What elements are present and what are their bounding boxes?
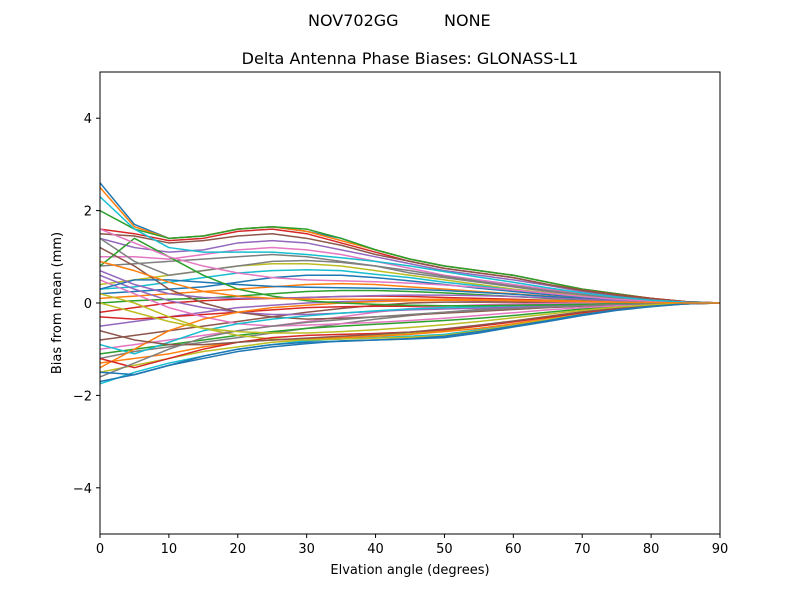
y-tick-label: −2	[73, 389, 92, 404]
series-line	[100, 182, 720, 304]
axes-layer: 0 10 20 30 40 50 60 70 80 90 −4 −2 0 2 4	[73, 71, 729, 557]
series-line	[100, 302, 720, 334]
series-line	[100, 302, 720, 376]
series-line	[100, 196, 720, 304]
x-tick-label: 10	[161, 542, 178, 557]
series-line	[100, 237, 720, 304]
x-tick-label: 30	[298, 542, 315, 557]
x-tick-label: 70	[574, 542, 591, 557]
y-tick-label: 2	[84, 205, 92, 220]
series-line	[100, 228, 720, 304]
series-line	[100, 187, 720, 304]
x-tick-label: 0	[96, 542, 104, 557]
suptitle-right: NONE	[444, 11, 491, 30]
series-line	[100, 302, 720, 346]
series-line	[100, 302, 720, 378]
y-tick-label: 0	[84, 297, 92, 312]
x-tick-label: 90	[712, 542, 729, 557]
series-line	[100, 302, 720, 360]
y-tick-label: 4	[84, 112, 92, 127]
x-tick-label: 60	[505, 542, 522, 557]
series-line	[100, 260, 720, 304]
y-tick-label: −4	[73, 482, 92, 497]
x-tick-label: 50	[436, 542, 453, 557]
x-axis-label: Elvation angle (degrees)	[330, 563, 489, 578]
series-line	[100, 237, 720, 304]
x-tick-label: 80	[643, 542, 660, 557]
suptitle-left: NOV702GG	[308, 11, 399, 30]
series-layer	[100, 182, 720, 385]
x-tick-label: 20	[230, 542, 247, 557]
y-axis-label: Bias from mean (mm)	[50, 232, 65, 374]
series-line	[100, 209, 720, 304]
series-line	[100, 269, 720, 304]
x-tick-label: 40	[367, 542, 384, 557]
chart-title: Delta Antenna Phase Biases: GLONASS-L1	[242, 49, 579, 68]
series-line	[100, 232, 720, 304]
series-line	[100, 279, 720, 327]
